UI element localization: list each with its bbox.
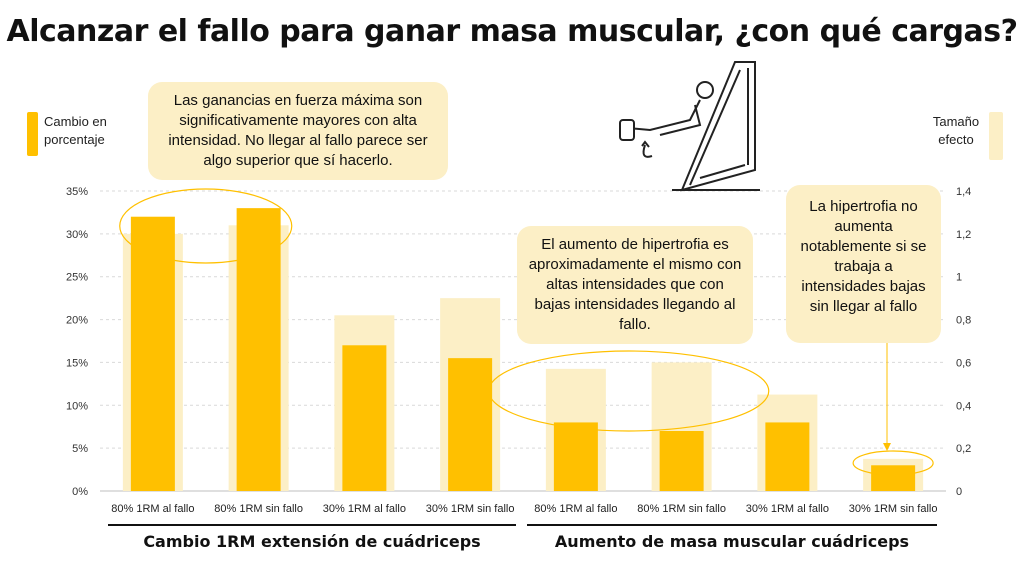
percentage-bar [448,358,493,491]
highlight-ellipse-low-no-failure [852,450,934,476]
highlight-ellipse-hypertrophy [488,350,770,432]
callout-strength: Las ganancias en fuerza máxima son signi… [148,82,448,180]
percentage-bar [765,422,810,491]
arrow-head [883,443,891,451]
highlight-ellipse-strength [119,188,293,264]
legend-label-effect-size: Tamaño efecto [932,114,980,147]
percentage-bar [871,465,916,491]
legend-swatch-effect-size [989,112,1003,160]
callout-hypertrophy-similar: El aumento de hipertrofia es aproximadam… [517,226,753,344]
y-right-tick-label: 0,6 [956,357,971,369]
group-divider-1rm [108,524,516,526]
y-right-tick-label: 1 [956,272,962,284]
x-category-label: 30% 1RM al fallo [323,503,406,515]
x-category-label: 80% 1RM sin fallo [637,503,726,515]
y-right-tick-label: 0 [956,486,962,498]
y-left-tick-label: 25% [66,272,88,284]
x-category-label: 80% 1RM al fallo [111,503,194,515]
legend-label-percentage: Cambio en porcentaje [44,114,107,147]
y-left-tick-label: 30% [66,229,88,241]
percentage-bar [553,422,598,491]
group-divider-muscle-mass [527,524,937,526]
x-category-label: 80% 1RM sin fallo [214,503,303,515]
y-right-tick-label: 1,2 [956,229,971,241]
x-category-label: 80% 1RM al fallo [534,503,617,515]
y-right-tick-label: 0,8 [956,315,971,327]
y-right-tick-label: 1,4 [956,186,971,198]
x-category-label: 30% 1RM sin fallo [849,503,938,515]
y-left-tick-label: 15% [66,357,88,369]
group-label-muscle-mass: Aumento de masa muscular cuádriceps [554,532,910,551]
percentage-bar [659,431,704,491]
legend-swatch-percentage [27,112,38,156]
y-right-tick-label: 0,2 [956,443,971,455]
y-left-tick-label: 0% [72,486,88,498]
callout-hypertrophy-low: La hipertrofia no aumenta notablemente s… [786,185,941,343]
y-left-tick-label: 10% [66,400,88,412]
percentage-bar [130,216,175,491]
y-left-tick-label: 20% [66,315,88,327]
x-category-label: 30% 1RM sin fallo [426,503,515,515]
percentage-bar [342,345,387,491]
group-label-1rm: Cambio 1RM extensión de cuádriceps [143,532,481,551]
x-category-label: 30% 1RM al fallo [746,503,829,515]
leg-press-machine-illustration [619,61,760,192]
y-left-tick-label: 5% [72,443,88,455]
y-right-tick-label: 0,4 [956,400,971,412]
percentage-bar [236,208,281,491]
y-left-tick-label: 35% [66,186,88,198]
page-title: Alcanzar el fallo para ganar masa muscul… [6,14,1018,49]
